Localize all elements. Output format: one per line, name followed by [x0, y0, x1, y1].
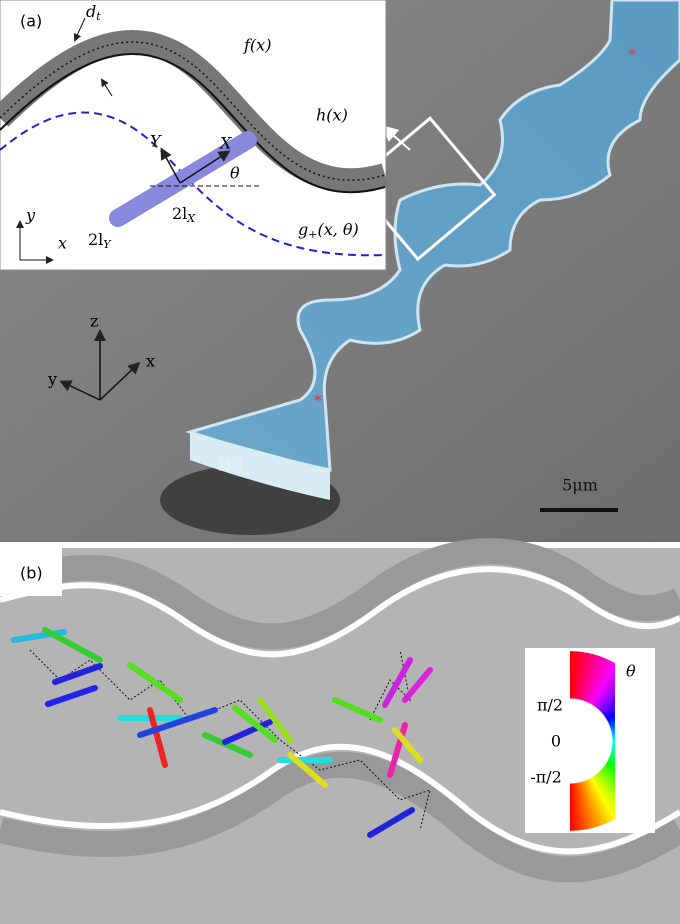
- channel-wall: [0, 751, 680, 883]
- inner-wall: [0, 53, 386, 194]
- zoom-arrow: [381, 125, 411, 151]
- marker-star: *: [314, 392, 322, 411]
- scale-bar-label: 5μm: [562, 476, 598, 495]
- inset-label: X: [218, 134, 232, 153]
- inset-label: dt: [86, 2, 101, 24]
- channel-edge: [0, 743, 680, 855]
- inset-label: Y: [150, 132, 162, 151]
- thickness-arrow: [73, 17, 86, 42]
- body-axes: [160, 147, 231, 184]
- inset-label: f(x): [243, 36, 271, 55]
- channel-edge: [0, 566, 680, 658]
- inset-label: y: [25, 206, 36, 225]
- rods: [11, 627, 433, 838]
- inset-label: θ: [230, 164, 240, 183]
- inset-label: x: [58, 234, 67, 253]
- colorbar-title: θ: [626, 662, 636, 681]
- channel-wall: [190, 432, 330, 500]
- inset: [0, 0, 387, 271]
- inset-label: 2lY: [88, 230, 112, 252]
- colorbar-fo: [525, 651, 615, 831]
- colorbar: [525, 651, 615, 831]
- inset-label: g+(x, θ): [298, 220, 359, 242]
- marker-star: *: [628, 46, 636, 65]
- inset-label: 2lX: [172, 204, 196, 226]
- height-label: H: [218, 456, 232, 475]
- colorbar-tick: 0: [551, 732, 561, 751]
- axis-label: x: [146, 352, 155, 371]
- panel-label: (a): [20, 12, 42, 31]
- axis-label: y: [47, 370, 57, 389]
- axis-label: z: [90, 312, 98, 331]
- channel: [184, 0, 680, 472]
- thickness-arrow: [100, 78, 113, 97]
- colorbar-tick: -π/2: [530, 768, 562, 787]
- axes-3d: [59, 329, 141, 401]
- boundary-curve: [0, 111, 386, 257]
- channel-wall: [0, 538, 680, 650]
- panel-label: (b): [20, 564, 43, 583]
- colorbar-tick: π/2: [537, 696, 563, 715]
- inset-label: h(x): [316, 106, 348, 125]
- label-box: [0, 548, 62, 596]
- height-arrow: ↕: [234, 456, 247, 475]
- centerline: [0, 41, 386, 181]
